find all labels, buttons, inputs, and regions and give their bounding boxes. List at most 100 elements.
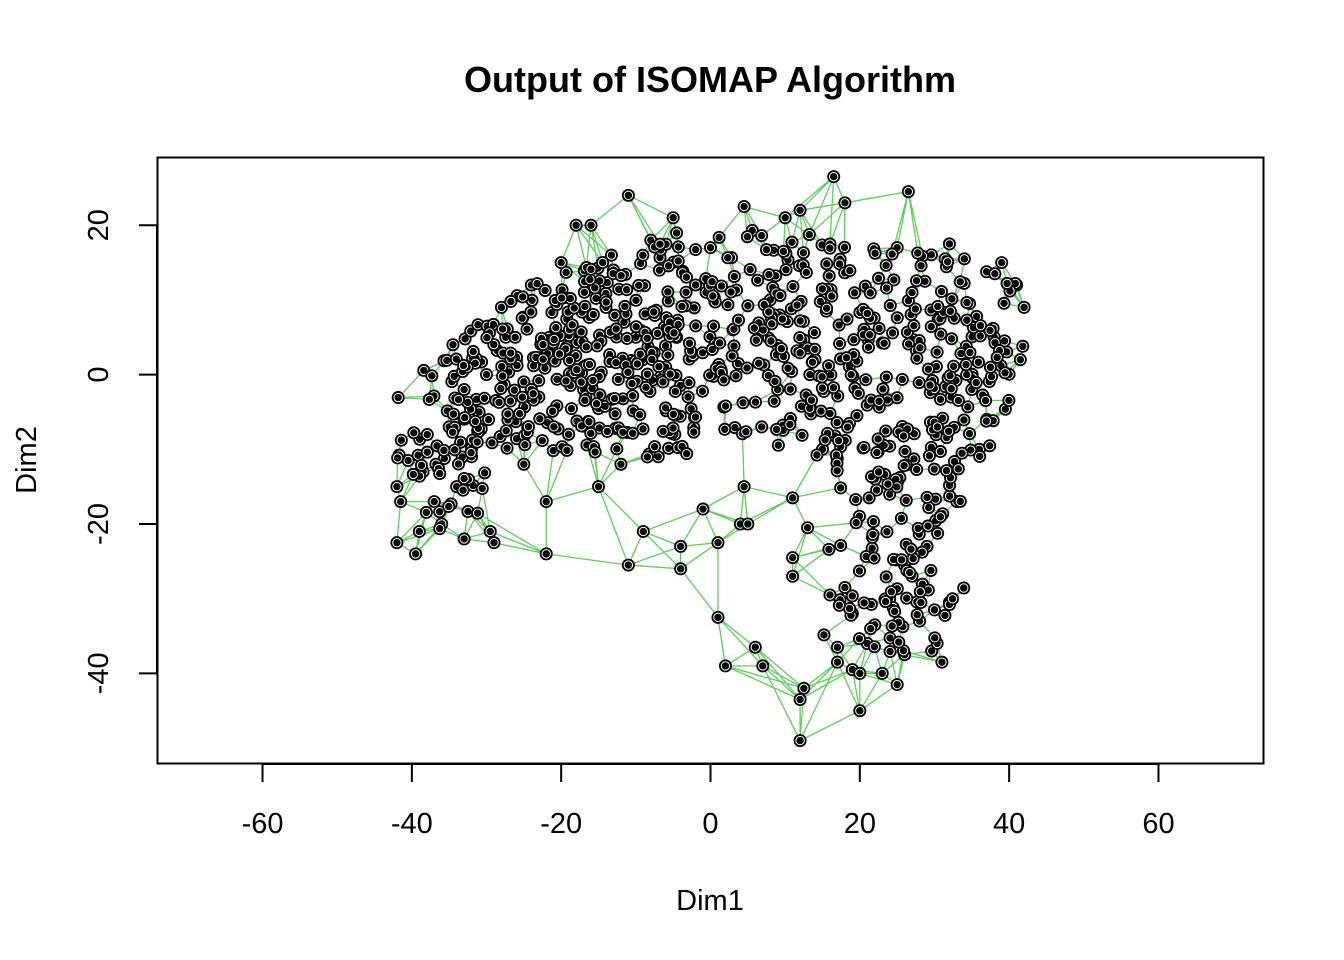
data-point-ring xyxy=(962,297,972,308)
data-point-ring xyxy=(944,491,955,501)
data-point-ring xyxy=(713,612,723,623)
data-point-ring xyxy=(572,364,582,375)
data-point-ring xyxy=(743,301,753,311)
data-point-ring xyxy=(509,385,520,395)
data-point-ring xyxy=(528,389,538,399)
data-point-ring xyxy=(719,375,729,385)
data-point-ring xyxy=(481,369,492,380)
data-point-ring xyxy=(926,565,936,576)
data-point-ring xyxy=(776,343,787,354)
data-point-ring xyxy=(408,469,418,480)
data-point-ring xyxy=(655,239,665,249)
data-point-ring xyxy=(564,355,575,366)
data-point-ring xyxy=(929,605,940,615)
data-point-ring xyxy=(854,633,865,644)
data-point-ring xyxy=(526,307,536,317)
data-point-ring xyxy=(610,310,620,320)
data-point-ring xyxy=(638,526,649,537)
data-point-ring xyxy=(859,598,869,608)
data-point-ring xyxy=(519,377,529,387)
data-point-ring xyxy=(881,372,892,382)
data-point-ring xyxy=(750,397,761,407)
data-point-ring xyxy=(901,593,912,603)
data-point-ring xyxy=(834,338,845,349)
data-point-ring xyxy=(592,341,602,351)
data-point-ring xyxy=(708,321,719,331)
data-point-ring xyxy=(936,329,946,339)
data-point-ring xyxy=(479,468,490,478)
data-point-ring xyxy=(392,537,402,548)
data-point-ring xyxy=(778,246,789,257)
data-point-ring xyxy=(487,438,497,448)
data-point-ring xyxy=(535,414,545,424)
data-point-ring xyxy=(756,230,767,241)
data-point-ring xyxy=(901,495,911,506)
data-point-ring xyxy=(780,213,790,223)
data-point-ring xyxy=(395,496,406,507)
data-point-ring xyxy=(554,349,565,359)
x-tick-label: -60 xyxy=(242,808,284,840)
data-point-ring xyxy=(690,244,701,255)
data-point-ring xyxy=(396,435,407,445)
data-point-ring xyxy=(741,426,751,437)
data-point-ring xyxy=(660,403,671,413)
data-point-ring xyxy=(777,314,788,324)
data-point-ring xyxy=(835,483,846,493)
data-point-ring xyxy=(996,257,1007,268)
data-point-ring xyxy=(392,453,403,463)
data-point-ring xyxy=(729,271,740,282)
data-point-ring xyxy=(892,679,902,690)
data-point-ring xyxy=(869,553,879,563)
data-point-ring xyxy=(726,287,736,297)
data-point-ring xyxy=(959,415,969,425)
data-point-ring xyxy=(785,384,796,394)
data-point-ring xyxy=(472,437,482,447)
data-point-ring xyxy=(925,380,935,390)
data-point-ring xyxy=(940,610,950,621)
data-point-ring xyxy=(804,229,815,240)
data-point-ring xyxy=(959,254,970,264)
data-point-ring xyxy=(705,242,716,253)
data-point-ring xyxy=(865,330,875,340)
data-point-ring xyxy=(846,369,856,380)
data-point-ring xyxy=(849,288,860,298)
data-point-ring xyxy=(468,346,478,357)
data-point-ring xyxy=(472,508,483,518)
data-point-ring xyxy=(906,544,916,554)
data-point-ring xyxy=(787,237,797,247)
data-point-ring xyxy=(727,351,737,361)
data-point-ring xyxy=(1019,302,1029,313)
data-point-ring xyxy=(503,409,513,419)
data-point-ring xyxy=(840,198,850,208)
data-point-ring xyxy=(874,396,884,406)
data-point-ring xyxy=(704,370,715,380)
data-point-ring xyxy=(571,220,581,230)
data-point-ring xyxy=(708,291,718,301)
data-point-ring xyxy=(563,429,574,440)
data-point-ring xyxy=(668,409,679,419)
data-point-ring xyxy=(862,308,873,319)
data-point-ring xyxy=(622,285,632,295)
data-point-ring xyxy=(912,610,922,620)
data-point-ring xyxy=(632,359,643,369)
data-point-ring xyxy=(832,417,842,428)
data-point-ring xyxy=(681,272,692,282)
data-point-ring xyxy=(973,357,984,367)
data-point-ring xyxy=(581,342,591,352)
data-point-ring xyxy=(887,621,897,631)
data-point-ring xyxy=(623,367,633,377)
data-point-ring xyxy=(610,409,620,419)
data-point-ring xyxy=(541,496,551,507)
data-point-ring xyxy=(556,293,567,303)
data-point-ring xyxy=(821,303,832,314)
data-point-ring xyxy=(914,377,924,388)
data-point-ring xyxy=(764,307,774,317)
data-point-ring xyxy=(854,566,865,576)
data-point-ring xyxy=(642,452,653,462)
data-point-ring xyxy=(889,606,900,617)
data-point-ring xyxy=(795,332,805,343)
data-point-ring xyxy=(723,253,733,263)
data-point-ring xyxy=(647,354,657,365)
data-point-ring xyxy=(716,281,727,291)
data-point-ring xyxy=(902,327,913,337)
